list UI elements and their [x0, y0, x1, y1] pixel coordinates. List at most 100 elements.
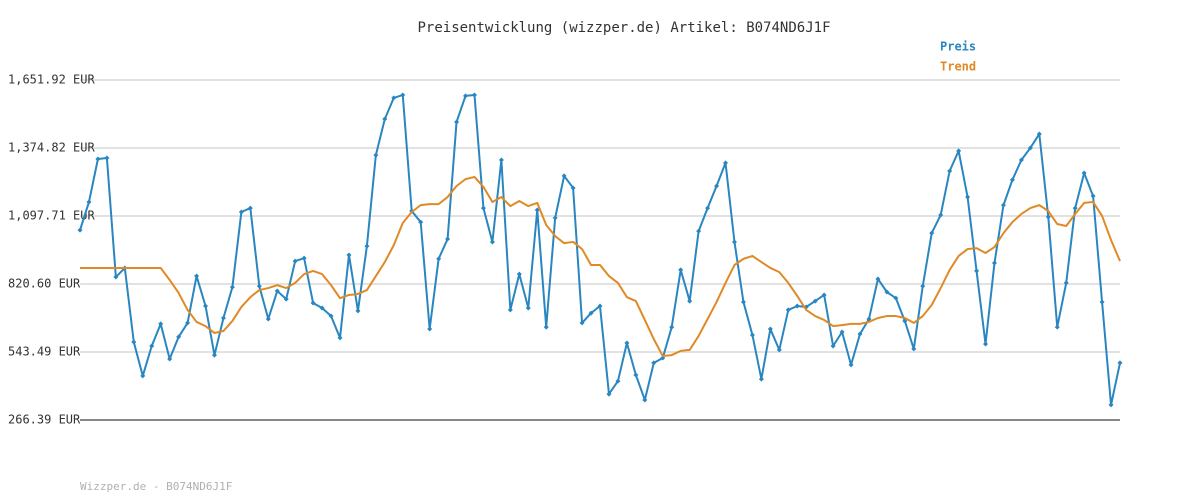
data-point: [866, 316, 872, 322]
data-point: [776, 347, 782, 353]
data-point: [785, 307, 791, 313]
data-point: [794, 303, 800, 309]
data-point: [113, 274, 119, 280]
data-point: [723, 160, 729, 166]
y-tick-label: 543.49 EUR: [8, 345, 81, 359]
data-point: [669, 324, 675, 330]
data-point: [95, 156, 101, 162]
data-point: [149, 343, 155, 349]
data-point: [1081, 170, 1087, 176]
data-point: [436, 256, 442, 262]
data-point: [1018, 157, 1024, 163]
data-point: [983, 341, 989, 347]
y-tick-label: 266.39 EUR: [8, 413, 81, 427]
data-point: [714, 183, 720, 189]
y-tick-label: 1,097.71 EUR: [8, 208, 95, 222]
data-point: [1099, 299, 1105, 305]
data-point: [140, 373, 146, 379]
data-point: [525, 305, 531, 311]
data-point: [319, 305, 325, 311]
data-point: [86, 199, 92, 205]
data-point: [947, 168, 953, 174]
data-point: [633, 372, 639, 378]
data-point: [1036, 131, 1042, 137]
data-point: [1009, 177, 1015, 183]
data-point: [857, 331, 863, 337]
data-point: [956, 148, 962, 154]
data-point: [247, 205, 253, 211]
data-point: [965, 194, 971, 200]
series-line: [80, 175, 1121, 358]
data-point: [301, 255, 307, 261]
data-point: [588, 310, 594, 316]
data-point: [463, 93, 469, 99]
data-point: [516, 271, 522, 277]
data-point: [229, 284, 235, 290]
data-point: [1027, 145, 1033, 151]
data-point: [489, 239, 495, 245]
data-point: [920, 283, 926, 289]
data-point: [579, 320, 585, 326]
data-point: [687, 298, 693, 304]
data-point: [812, 298, 818, 304]
data-point: [1063, 280, 1069, 286]
y-tick-label: 1,374.82 EUR: [8, 140, 95, 154]
data-point: [1090, 193, 1096, 199]
data-point: [427, 326, 433, 332]
data-point: [767, 326, 773, 332]
data-point: [543, 324, 549, 330]
data-point: [355, 308, 361, 314]
data-point: [991, 260, 997, 266]
data-point: [696, 228, 702, 234]
data-point: [283, 296, 289, 302]
legend-label: Preis: [940, 40, 976, 54]
data-point: [454, 119, 460, 125]
data-point: [373, 152, 379, 158]
data-point: [1000, 202, 1006, 208]
data-point: [185, 320, 191, 326]
data-point: [624, 340, 630, 346]
data-point: [758, 376, 764, 382]
data-point: [597, 303, 603, 309]
data-point: [561, 173, 567, 179]
chart-title: Preisentwicklung (wizzper.de) Artikel: B…: [417, 20, 830, 36]
data-point: [875, 276, 881, 282]
data-point: [893, 295, 899, 301]
data-point: [131, 339, 137, 345]
data-point: [471, 92, 477, 98]
data-point: [310, 300, 316, 306]
data-point: [203, 303, 209, 309]
data-point: [104, 155, 110, 161]
data-point: [265, 316, 271, 322]
data-point: [167, 356, 173, 362]
data-point: [274, 288, 280, 294]
data-point: [158, 321, 164, 327]
data-point: [678, 267, 684, 273]
data-point: [749, 332, 755, 338]
data-point: [731, 239, 737, 245]
data-point: [705, 205, 711, 211]
data-point: [821, 292, 827, 298]
data-point: [346, 252, 352, 258]
data-point: [1108, 402, 1114, 408]
data-point: [507, 307, 513, 313]
data-point: [328, 313, 334, 319]
data-point: [480, 205, 486, 211]
data-point: [740, 299, 746, 305]
legend-label: Trend: [940, 60, 976, 74]
data-point: [445, 236, 451, 242]
data-point: [884, 289, 890, 295]
data-point: [194, 273, 200, 279]
data-point: [651, 360, 657, 366]
data-point: [292, 258, 298, 264]
data-point: [418, 219, 424, 225]
data-point: [337, 335, 343, 341]
data-point: [382, 116, 388, 122]
data-point: [220, 315, 226, 321]
data-point: [642, 397, 648, 403]
data-point: [238, 209, 244, 215]
data-point: [570, 185, 576, 191]
data-point: [400, 92, 406, 98]
y-tick-label: 1,651.92 EUR: [8, 73, 95, 87]
